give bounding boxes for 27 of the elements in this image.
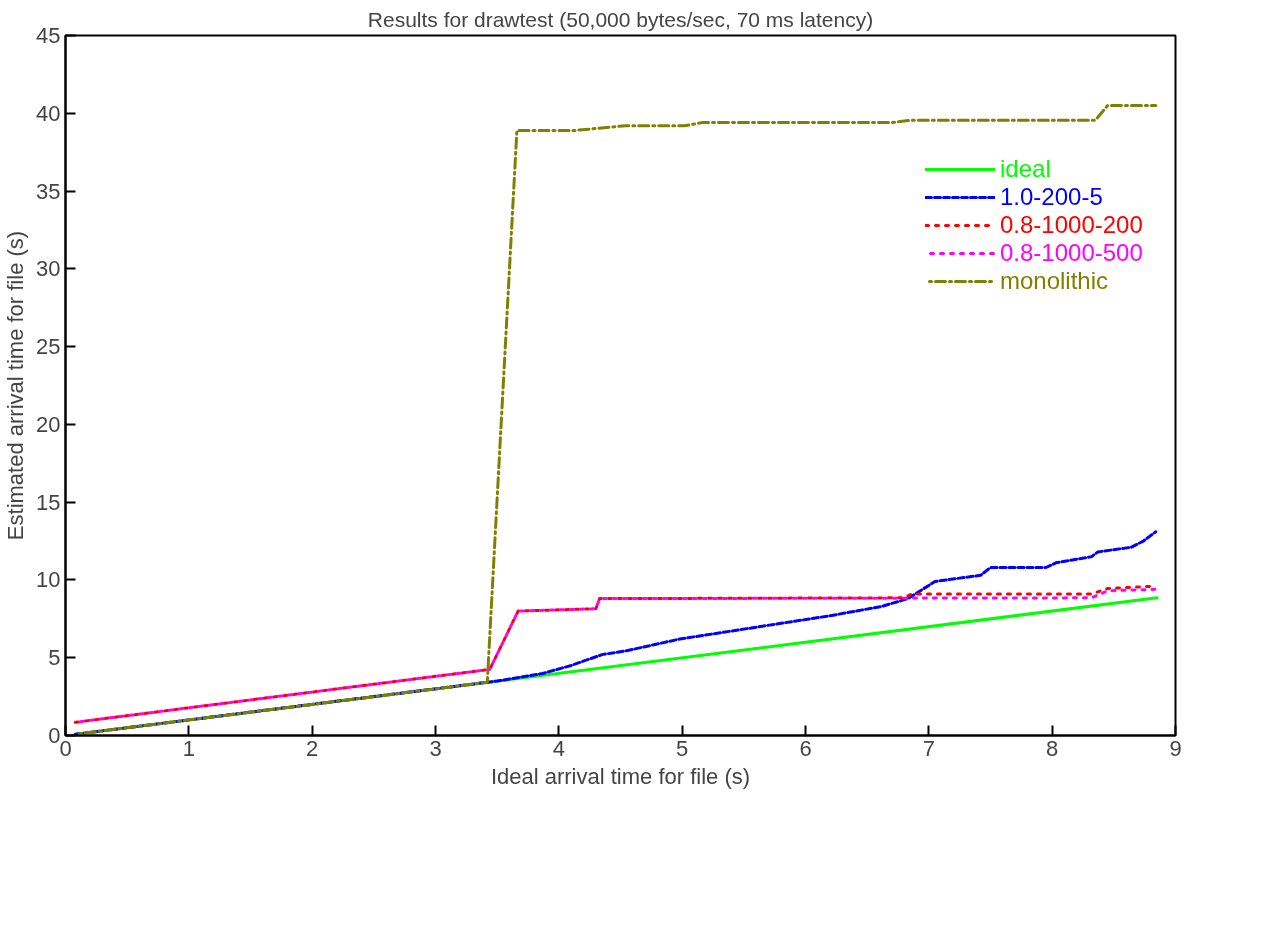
y-tick-label: 5 (48, 645, 61, 671)
legend-label: 1.0-200-5 (1000, 183, 1103, 211)
line-series (73, 530, 1158, 736)
x-tick-label: 9 (1169, 735, 1182, 761)
x-tick-label: 8 (1046, 735, 1059, 761)
x-tick-label: 7 (922, 735, 935, 761)
chart-title: Results for drawtest (50,000 bytes/sec, 70 ms latency) (367, 7, 874, 31)
legend-label: 0.8-1000-500 (1000, 239, 1143, 267)
x-tick-label: 6 (799, 735, 812, 761)
y-tick-label: 40 (36, 100, 61, 126)
y-tick-label: 25 (36, 334, 61, 360)
x-tick-label: 3 (429, 735, 442, 761)
y-tick-label: 10 (36, 567, 61, 593)
legend-label: 0.8-1000-200 (1000, 211, 1143, 239)
y-tick-label: 30 (36, 256, 61, 282)
y-tick-label: 35 (36, 178, 61, 204)
legend-label: monolithic (1000, 267, 1109, 295)
y-tick-label: 15 (36, 489, 61, 515)
legend-label: ideal (1000, 155, 1051, 183)
x-tick-label: 1 (182, 735, 195, 761)
y-tick-label: 20 (36, 411, 61, 437)
y-axis-title: Estimated arrival time for file (s) (3, 230, 29, 541)
y-tick-label: 45 (36, 23, 61, 48)
x-tick-label: 4 (552, 735, 565, 761)
x-tick-label: 5 (676, 735, 689, 761)
x-axis-title: Ideal arrival time for file (s) (490, 763, 751, 789)
x-tick-label: 2 (306, 735, 319, 761)
